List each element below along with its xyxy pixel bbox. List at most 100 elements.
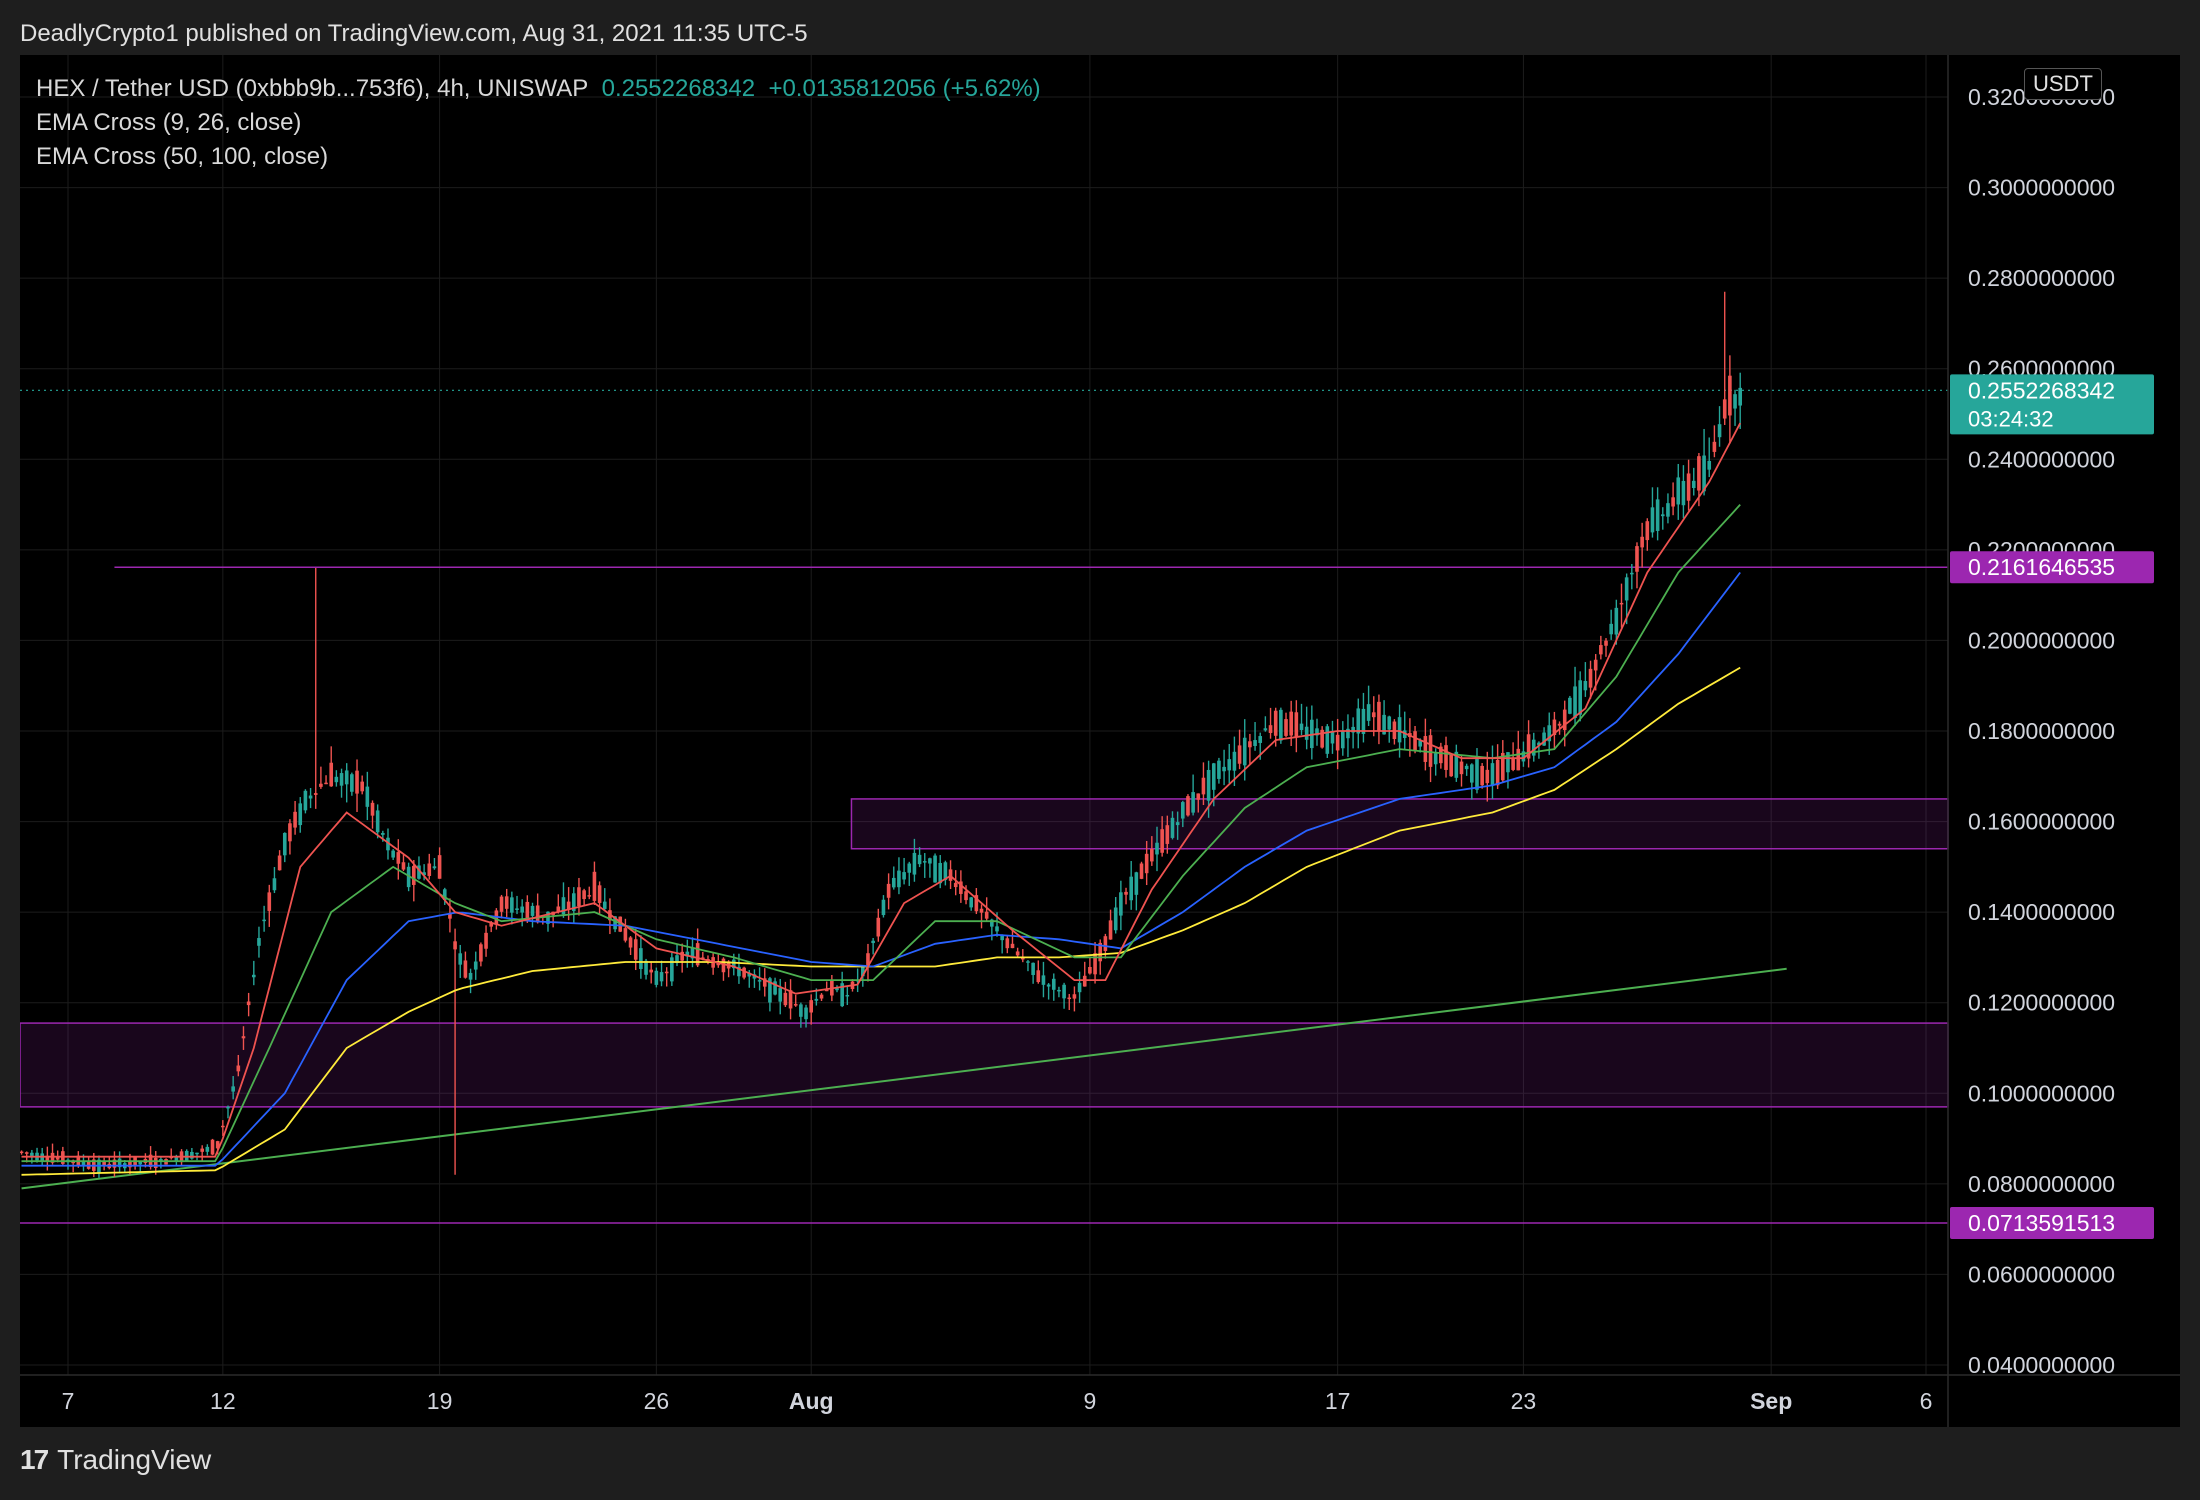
candle-body — [153, 1157, 158, 1168]
candle-body — [871, 940, 875, 944]
candle-body — [1227, 759, 1232, 771]
candle-body — [1082, 975, 1087, 987]
price-axis-tick: 0.2400000000 — [1968, 446, 2115, 472]
candle-body — [1258, 736, 1263, 743]
candle-body — [427, 863, 432, 876]
candle-body — [917, 854, 922, 865]
candle-body — [1320, 729, 1324, 748]
candle-body — [1124, 891, 1128, 895]
candle-body — [1660, 514, 1665, 517]
candle-body — [520, 906, 524, 913]
time-axis-tick: 7 — [62, 1388, 75, 1414]
price-axis-tick: 0.2000000000 — [1968, 627, 2115, 653]
candle-body — [370, 802, 375, 816]
candle-body — [721, 958, 726, 973]
level-price-tag — [1950, 551, 2154, 584]
candle-body — [891, 877, 896, 888]
candle-body — [1139, 863, 1144, 879]
time-axis-tick: 12 — [210, 1388, 236, 1414]
candle-body — [1630, 572, 1634, 575]
candle-body — [1026, 961, 1030, 963]
candle-body — [525, 901, 530, 920]
candle-body — [628, 937, 633, 948]
candle-body — [236, 1065, 241, 1072]
candle-body — [411, 865, 416, 885]
candle-body — [1196, 793, 1201, 800]
candle-body — [943, 862, 948, 881]
candle-body — [1371, 712, 1376, 718]
trendline — [21, 967, 1787, 1190]
candle-body — [81, 1161, 86, 1166]
candle-body — [1387, 716, 1392, 730]
candle-body — [845, 995, 850, 997]
legend-ema-cross-2[interactable]: EMA Cross (50, 100, close) — [36, 143, 329, 170]
price-axis-tick: 0.0800000000 — [1968, 1171, 2115, 1197]
candle-body — [1604, 640, 1608, 646]
candle-body — [1511, 757, 1515, 770]
candle-body — [964, 891, 968, 901]
time-axis-tick: 9 — [1084, 1388, 1097, 1414]
chart-area[interactable]: 0.32000000000.30000000000.28000000000.26… — [20, 55, 2180, 1427]
candle-body — [1366, 704, 1371, 721]
candle-body — [1346, 728, 1350, 739]
candle-body — [685, 951, 690, 957]
candle-body — [1062, 984, 1066, 999]
price-chart[interactable]: 0.32000000000.30000000000.28000000000.26… — [20, 55, 2180, 1427]
candle-body — [350, 774, 354, 792]
legend-symbol-row[interactable]: HEX / Tether USD (0xbbb9b...753f6), 4h, … — [36, 72, 1041, 106]
candle-body — [1485, 769, 1490, 784]
bar-countdown-label: 03:24:32 — [1968, 406, 2054, 431]
price-axis-labels: 0.32000000000.30000000000.28000000000.26… — [1968, 84, 2115, 1378]
candle-body — [1263, 728, 1268, 731]
candle-body — [561, 897, 566, 915]
candle-body — [401, 862, 406, 870]
candle-body — [1676, 477, 1681, 505]
candle-body — [1552, 719, 1557, 736]
candle-body — [597, 885, 602, 903]
candle-body — [1593, 659, 1598, 671]
price-axis-tick: 0.1000000000 — [1968, 1080, 2115, 1106]
candle-body — [897, 870, 901, 888]
chart-legend: HEX / Tether USD (0xbbb9b...753f6), 4h, … — [36, 72, 1041, 174]
candle-body — [1557, 723, 1562, 726]
candle-body — [1733, 394, 1737, 409]
candle-body — [1129, 876, 1133, 901]
candle-body — [757, 980, 762, 982]
grid — [20, 55, 1948, 1375]
candle-body — [257, 938, 261, 946]
candle-body — [504, 896, 509, 909]
currency-badge[interactable]: USDT — [2024, 68, 2102, 100]
candle-body — [737, 966, 741, 977]
legend-ema-cross-1[interactable]: EMA Cross (9, 26, close) — [36, 109, 302, 136]
candle-body — [241, 1036, 246, 1039]
candle-body — [1015, 951, 1020, 956]
level-price-label: 0.2161646535 — [1968, 554, 2115, 580]
candle-body — [1315, 728, 1319, 736]
candle-body — [319, 783, 323, 787]
candle-body — [819, 994, 824, 999]
candle-body — [50, 1152, 55, 1163]
candle-body — [546, 911, 550, 924]
candle-body — [1242, 737, 1247, 766]
candle-body — [30, 1152, 34, 1156]
time-axis-tick: Sep — [1750, 1388, 1792, 1414]
candle-body — [1330, 730, 1335, 744]
candle-body — [1067, 997, 1072, 1000]
candle-body — [649, 969, 654, 973]
candle-body — [128, 1160, 132, 1168]
candle-body — [1624, 577, 1629, 601]
candle-body — [835, 988, 839, 991]
candle-body — [1521, 751, 1526, 762]
candle-body — [1542, 732, 1546, 746]
candle-body — [1635, 546, 1639, 572]
candle-body — [1191, 792, 1195, 813]
candle-body — [701, 957, 705, 959]
candle-body — [1722, 399, 1727, 419]
candle-body — [1728, 375, 1732, 416]
candle-body — [1382, 714, 1386, 735]
candle-body — [24, 1152, 29, 1154]
candle-body — [339, 773, 344, 786]
candle-body — [639, 948, 643, 969]
candle-body — [381, 832, 385, 835]
